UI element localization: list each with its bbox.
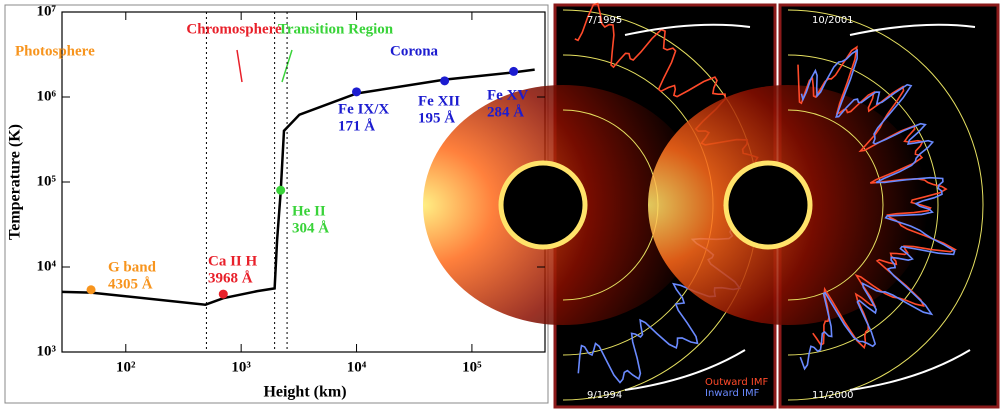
point — [86, 285, 96, 295]
point — [509, 66, 519, 76]
date-label: 11/2000 — [812, 390, 854, 401]
imf-trace — [799, 48, 956, 371]
point-label: G band — [108, 259, 157, 275]
x-tick-label: 10⁵ — [462, 359, 482, 375]
arrow — [849, 23, 976, 36]
legend-entry: Inward IMF — [705, 388, 760, 399]
point-label: 171 Å — [338, 118, 375, 134]
y-tick-label: 10⁷ — [37, 3, 57, 19]
y-tick-label: 10³ — [37, 343, 57, 359]
sun — [498, 160, 588, 250]
date-label: 7/1995 — [587, 15, 622, 26]
annotation: Photosphere — [15, 43, 95, 59]
x-axis-title: Height (km) — [263, 384, 346, 401]
pointer — [236, 49, 243, 83]
arrow — [624, 23, 751, 36]
y-tick-label: 10⁴ — [37, 258, 57, 274]
point-label: Fe XII — [418, 93, 460, 109]
legend-entry: Outward IMF — [705, 377, 768, 388]
point-label: 195 Å — [418, 110, 455, 126]
ring — [787, 9, 984, 401]
point — [352, 87, 362, 97]
date-label: 10/2001 — [812, 15, 854, 26]
arrow — [624, 349, 746, 391]
line — [61, 68, 535, 306]
point-label: Ca II H — [208, 253, 258, 269]
point-label: 304 Å — [292, 220, 329, 236]
x-tick-label: 10⁴ — [347, 359, 367, 375]
annotation: Corona — [390, 43, 439, 59]
point-label: 4305 Å — [108, 276, 153, 292]
arrow — [849, 349, 971, 391]
point — [218, 289, 228, 299]
x-tick-label: 10² — [116, 359, 136, 375]
y-tick-label: 10⁵ — [37, 173, 57, 189]
point-label: Fe IX/X — [338, 101, 389, 117]
annotation: Chromosphere — [186, 21, 282, 37]
ring — [787, 54, 939, 356]
point — [276, 185, 286, 195]
point-label: Fe XV — [487, 87, 528, 103]
sun — [723, 160, 813, 250]
imf-trace — [797, 45, 957, 350]
point-label: 284 Å — [487, 104, 524, 120]
date-label: 9/1994 — [587, 390, 622, 401]
annotation: Transition Region — [278, 21, 394, 37]
ring — [787, 109, 884, 301]
y-axis-title: Temperature (K) — [7, 124, 24, 240]
point — [440, 76, 450, 86]
point-label: 3968 Å — [208, 270, 253, 286]
y-tick-label: 10⁶ — [37, 88, 57, 104]
x-tick-label: 10³ — [231, 359, 251, 375]
point-label: He II — [292, 203, 326, 219]
pointer — [281, 49, 293, 83]
